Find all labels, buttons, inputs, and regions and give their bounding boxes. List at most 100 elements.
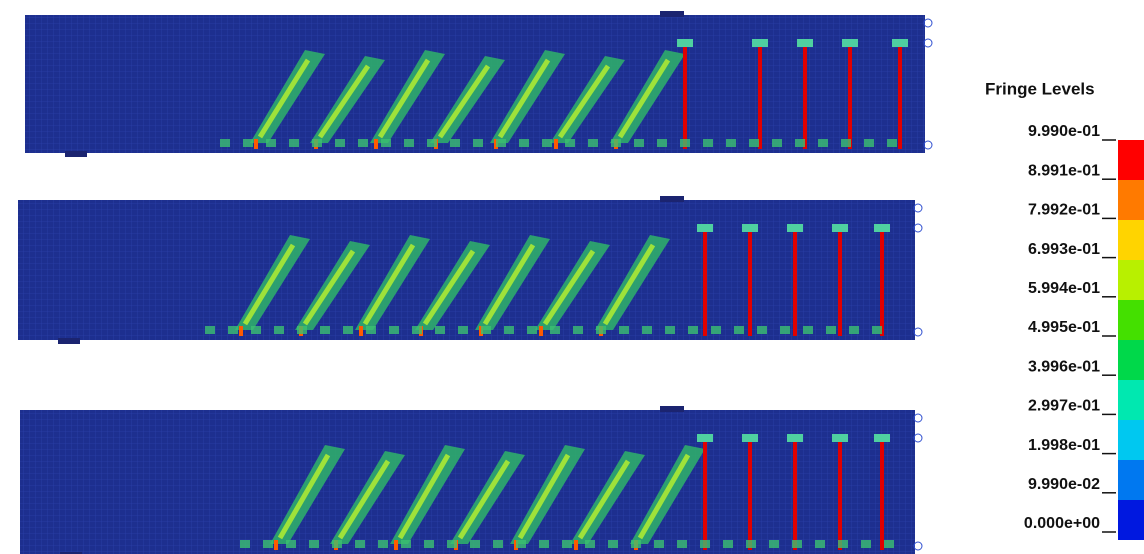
damage-spot <box>665 326 675 334</box>
damage-spot <box>378 540 388 548</box>
crack-root <box>254 139 258 149</box>
damage-spot <box>861 540 871 548</box>
damage-spot <box>872 326 882 334</box>
crack-root <box>574 540 578 550</box>
crack-head <box>787 434 803 442</box>
damage-spot <box>585 540 595 548</box>
color-band <box>1118 140 1144 180</box>
crack-core <box>317 64 371 139</box>
damage-spot <box>205 326 215 334</box>
damage-spot <box>565 139 575 147</box>
flexural-crack <box>880 438 884 550</box>
crack-core <box>277 453 331 540</box>
damage-spot <box>335 139 345 147</box>
damage-spot <box>266 139 276 147</box>
boundary-marker <box>913 327 923 337</box>
crack-core <box>302 249 356 326</box>
damage-spot <box>642 326 652 334</box>
damage-spot <box>680 139 690 147</box>
beam <box>18 196 923 344</box>
boundary-marker <box>923 18 933 28</box>
color-band <box>1118 340 1144 380</box>
damage-spot <box>504 326 514 334</box>
crack-core <box>437 64 491 139</box>
support <box>58 338 80 344</box>
crack-head <box>742 224 758 232</box>
damage-spot <box>458 326 468 334</box>
damage-spot <box>815 540 825 548</box>
damage-spot <box>596 326 606 334</box>
damage-spot <box>404 139 414 147</box>
beam <box>20 406 923 554</box>
damage-spot <box>726 139 736 147</box>
level-label: 8.991e-01 <box>1028 162 1100 179</box>
boundary-marker <box>913 413 923 423</box>
damage-spot <box>427 139 437 147</box>
damage-spot <box>424 540 434 548</box>
damage-spot <box>527 326 537 334</box>
color-band <box>1118 180 1144 220</box>
crack-head <box>874 224 890 232</box>
level-label: 5.994e-01 <box>1028 280 1100 297</box>
crack-core <box>497 58 551 139</box>
crack-core <box>397 453 451 540</box>
damage-spot <box>240 540 250 548</box>
color-band <box>1118 460 1144 500</box>
boundary-marker <box>913 433 923 443</box>
damage-spot <box>688 326 698 334</box>
boundary-marker <box>923 38 933 48</box>
damage-spot <box>450 139 460 147</box>
crack-core <box>577 459 631 540</box>
damage-spot <box>243 139 253 147</box>
damage-spot <box>803 326 813 334</box>
flexural-crack <box>848 43 852 149</box>
crack-core <box>602 243 656 326</box>
color-band <box>1118 220 1144 260</box>
color-band <box>1118 500 1144 540</box>
color-band <box>1118 300 1144 340</box>
damage-spot <box>358 139 368 147</box>
crack-core <box>257 58 311 139</box>
damage-spot <box>746 540 756 548</box>
level-label: 4.995e-01 <box>1028 319 1100 336</box>
damage-spot <box>286 540 296 548</box>
damage-spot <box>366 326 376 334</box>
damage-spot <box>700 540 710 548</box>
crack-head <box>874 434 890 442</box>
damage-spot <box>389 326 399 334</box>
damage-spot <box>470 540 480 548</box>
damage-spot <box>711 326 721 334</box>
damage-spot <box>496 139 506 147</box>
damage-spot <box>849 326 859 334</box>
crack-head <box>892 39 908 47</box>
flexural-crack <box>838 438 842 550</box>
damage-spot <box>841 139 851 147</box>
level-label: 0.000e+00 <box>1024 515 1100 532</box>
crack-core <box>422 249 476 326</box>
damage-spot <box>355 540 365 548</box>
damage-spot <box>251 326 261 334</box>
damage-spot <box>795 139 805 147</box>
beam <box>25 11 933 157</box>
crack-head <box>697 224 713 232</box>
support <box>60 552 82 554</box>
crack-head <box>787 224 803 232</box>
damage-spot <box>550 326 560 334</box>
damage-spot <box>263 540 273 548</box>
flexural-crack <box>803 43 807 149</box>
flexural-crack <box>838 228 842 336</box>
damage-spot <box>677 540 687 548</box>
level-label: 6.993e-01 <box>1028 241 1100 258</box>
flexural-crack <box>880 228 884 336</box>
crack-core <box>362 243 416 326</box>
damage-spot <box>473 139 483 147</box>
damage-spot <box>320 326 330 334</box>
crack-root <box>374 139 378 149</box>
crack-head <box>752 39 768 47</box>
damage-spot <box>780 326 790 334</box>
damage-spot <box>381 139 391 147</box>
flexural-crack <box>748 228 752 336</box>
crack-root <box>274 540 278 550</box>
damage-spot <box>343 326 353 334</box>
